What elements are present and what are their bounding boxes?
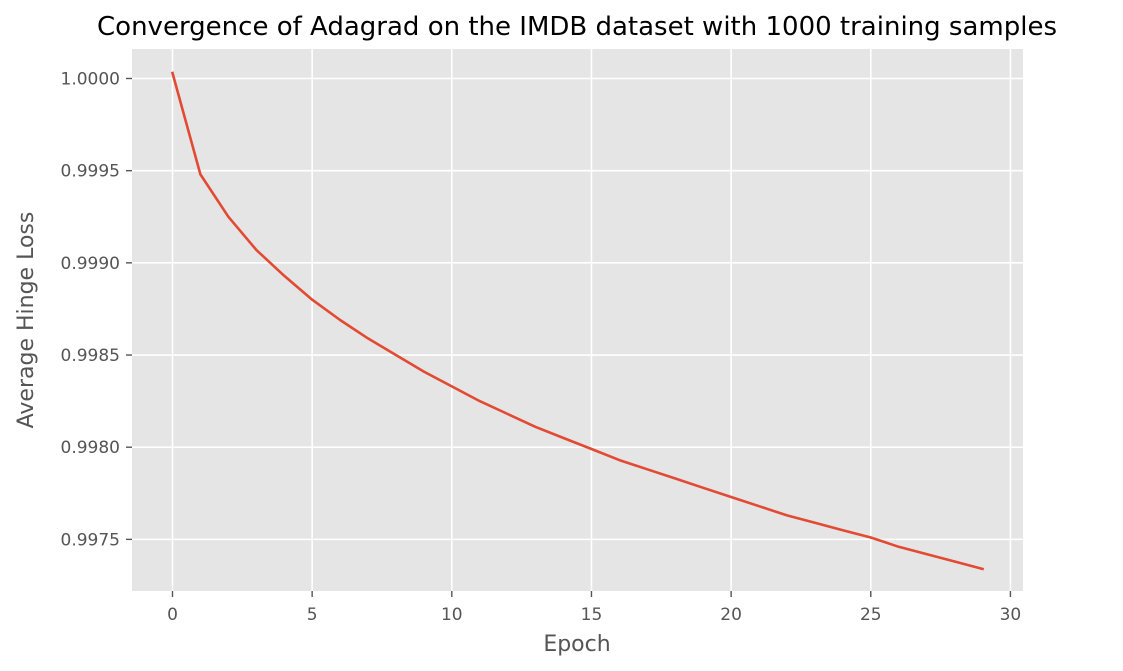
x-tick-label: 25 (860, 605, 882, 625)
grid (132, 49, 1023, 591)
x-tick-label: 5 (307, 605, 318, 625)
x-tick-label: 0 (167, 605, 178, 625)
y-axis-label: Average Hinge Loss (14, 212, 39, 429)
chart-title: Convergence of Adagrad on the IMDB datas… (97, 12, 1057, 42)
y-tick-label: 0.9985 (61, 346, 120, 366)
x-tick-label: 20 (720, 605, 742, 625)
plot-area (132, 49, 1023, 591)
x-tick-label: 10 (441, 605, 463, 625)
x-tick-label: 30 (1000, 605, 1022, 625)
y-tick-label: 0.9995 (61, 162, 120, 182)
y-tick-label: 1.0000 (61, 69, 120, 89)
y-tick-label: 0.9990 (61, 254, 120, 274)
series-layer (170, 71, 985, 571)
y-tick-label: 0.9975 (61, 530, 120, 550)
axis-ticks: 0 5 10 15 20 25 30 0.9975 0.9980 0.9985 0.9990 0.99… (61, 69, 1022, 625)
series-line (170, 71, 985, 571)
x-axis-label: Epoch (543, 632, 610, 657)
x-tick-label: 15 (581, 605, 603, 625)
y-tick-label: 0.9980 (61, 438, 120, 458)
